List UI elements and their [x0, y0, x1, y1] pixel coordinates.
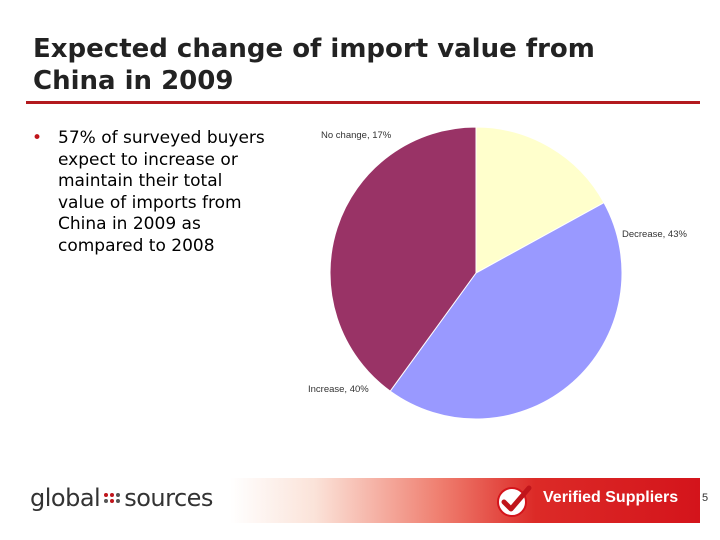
bullet-icon: • [32, 128, 43, 148]
title-line-1: Expected change of import value from [33, 34, 595, 64]
pie-slice-increase [329, 126, 477, 392]
title-underline [26, 101, 700, 104]
pie-slice-no-change [475, 126, 605, 274]
bullet-text: 57% of surveyed buyers expect to increas… [58, 128, 265, 256]
pie-chart: No change, 17% Decrease, 43% Increase, 40% [308, 126, 688, 420]
slice-label-increase: Increase, 40% [308, 384, 369, 395]
slice-label-no-change: No change, 17% [321, 130, 392, 141]
bullet-point: • 57% of surveyed buyers expect to incre… [32, 128, 272, 257]
verified-suppliers-label: Verified Suppliers [543, 489, 679, 506]
global-sources-logo: global sources [30, 484, 213, 512]
verified-check-icon [497, 485, 532, 517]
page-number: 5 [702, 492, 709, 504]
pie-slice-decrease [389, 201, 623, 420]
logo-text-sources: sources [124, 484, 213, 512]
logo-dots-icon [104, 493, 121, 503]
footer-gradient-band [230, 478, 700, 523]
footer: global sources Verified Suppliers 5 [0, 478, 720, 523]
logo-text-global: global [30, 484, 101, 512]
slice-label-decrease: Decrease, 43% [622, 229, 688, 240]
title-line-2: China in 2009 [33, 66, 234, 96]
slide-title: Expected change of import value from Chi… [33, 33, 673, 97]
